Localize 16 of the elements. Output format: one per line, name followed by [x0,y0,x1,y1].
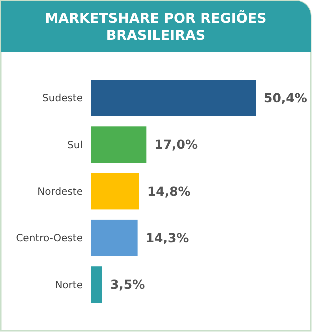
y-tick-label: Nordeste [38,187,83,198]
y-tick-label: Sul [68,140,83,152]
data-label: 3,5% [110,277,146,292]
bar [91,80,256,116]
bar [91,126,147,164]
y-tick-label: Sudeste [42,94,83,105]
bar [91,266,102,303]
y-tick-label: Centro-Oeste [16,234,83,245]
bar [91,173,140,210]
bar [91,220,138,256]
y-tick-label: Norte [55,280,83,292]
data-label: 14,8% [147,184,192,199]
chart-title: MARKETSHARE POR REGIÕES BRASILEIRAS [45,10,267,44]
data-label: 17,0% [154,137,198,152]
data-label: 14,3% [146,230,190,246]
data-label: 50,4% [264,90,308,106]
